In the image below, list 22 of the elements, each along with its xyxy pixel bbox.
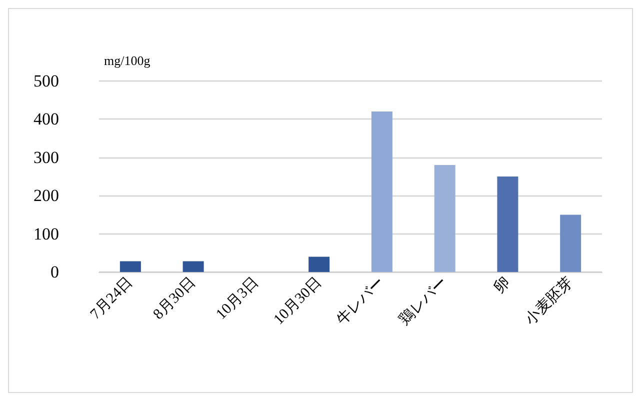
y-tick-label: 100 (34, 224, 59, 244)
bar (182, 261, 204, 272)
x-tick-label: 7月24日 (88, 274, 136, 323)
y-tick-label: 0 (50, 262, 59, 282)
bar (560, 214, 582, 272)
bar (120, 261, 141, 272)
x-tick-label: 8月30日 (150, 274, 199, 323)
y-tick-label: 300 (34, 148, 59, 167)
y-tick-label: 500 (34, 72, 59, 90)
y-tick-label: 400 (34, 110, 59, 129)
bar (497, 176, 518, 272)
bar (434, 165, 456, 272)
x-tick-label: 牛レバー (333, 274, 388, 328)
bar (308, 256, 330, 272)
y-axis-title: mg/100g (104, 53, 151, 68)
x-tick-label: 小麦胚芽 (522, 274, 576, 328)
x-tick-label: 鶏レバー (396, 274, 450, 328)
x-tick-label: 卵 (490, 274, 514, 296)
x-tick-label: 10月3日 (213, 274, 262, 323)
y-tick-label: 200 (34, 186, 59, 206)
x-tick-label: 10月30日 (271, 274, 325, 328)
bar (371, 112, 392, 272)
